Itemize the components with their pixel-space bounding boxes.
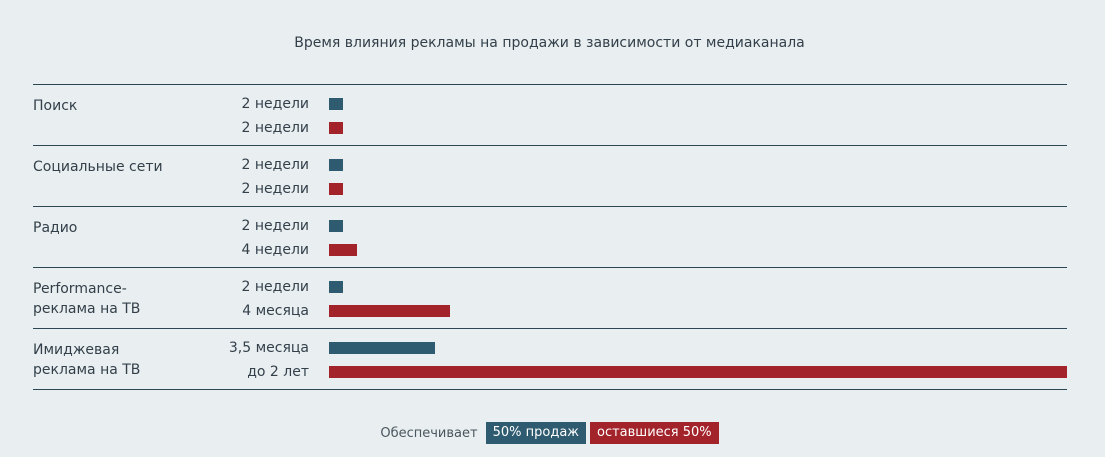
bar-row: 2 недели — [33, 155, 1067, 175]
bar — [329, 366, 1067, 378]
category-label-line: реклама на ТВ — [33, 301, 141, 317]
category-label: Радио — [33, 218, 213, 238]
category-label: Имиджевая реклама на ТВ — [33, 340, 213, 380]
category-group: Performance-реклама на ТВ 2 недели 4 месяц… — [33, 268, 1067, 328]
category-label: Социальные сети — [33, 157, 213, 177]
category-label: Поиск — [33, 96, 213, 116]
divider — [33, 267, 1067, 268]
category-label-line: Имиджевая — [33, 342, 120, 358]
legend: Обеспечивает 50% продаж оставшиеся 50% — [0, 422, 1099, 444]
bar — [329, 183, 343, 195]
divider — [33, 206, 1067, 207]
data-label: до 2 лет — [247, 364, 309, 380]
bar-row: до 2 лет — [33, 362, 1067, 382]
data-label: 2 недели — [241, 157, 309, 173]
bar — [329, 98, 343, 110]
bar — [329, 122, 343, 134]
category-group: Социальные сети 2 недели 2 недели — [33, 146, 1067, 206]
bar — [329, 305, 450, 317]
category-label-line: Радио — [33, 220, 78, 236]
data-label: 2 недели — [241, 218, 309, 234]
category-group: Радио 2 недели 4 недели — [33, 207, 1067, 267]
bar-row: 2 недели — [33, 277, 1067, 297]
data-label: 2 недели — [241, 120, 309, 136]
bar-row: 2 недели — [33, 216, 1067, 236]
bar — [329, 281, 343, 293]
bar-row: 4 недели — [33, 240, 1067, 260]
category-label-line: Социальные сети — [33, 159, 163, 175]
category-label-line: реклама на ТВ — [33, 362, 141, 378]
data-label: 4 месяца — [242, 303, 309, 319]
bar — [329, 159, 343, 171]
legend-item-remaining-half: оставшиеся 50% — [590, 422, 719, 444]
bar-row: 2 недели — [33, 179, 1067, 199]
divider — [33, 389, 1067, 390]
bar-row: 2 недели — [33, 94, 1067, 114]
chart-title: Время влияния рекламы на продажи в завис… — [294, 35, 805, 51]
legend-lead-text: Обеспечивает — [380, 425, 478, 441]
category-group: Поиск 2 недели 2 недели — [33, 85, 1067, 145]
category-label-line: Performance- — [33, 281, 127, 297]
divider — [33, 328, 1067, 329]
bar — [329, 220, 343, 232]
bar-row: 3,5 месяца — [33, 338, 1067, 358]
legend-item-first-half: 50% продаж — [485, 422, 586, 444]
category-label: Performance-реклама на ТВ — [33, 279, 213, 319]
data-label: 2 недели — [241, 181, 309, 197]
data-label: 4 недели — [241, 242, 309, 258]
data-label: 3,5 месяца — [228, 340, 309, 356]
bar-row: 4 месяца — [33, 301, 1067, 321]
divider — [33, 145, 1067, 146]
category-group: Имиджевая реклама на ТВ 3,5 месяца до 2 лет — [33, 329, 1067, 389]
bar — [329, 342, 435, 354]
category-label-line: Поиск — [33, 98, 78, 114]
data-label: 2 недели — [241, 279, 309, 295]
bar-row: 2 недели — [33, 118, 1067, 138]
data-label: 2 недели — [241, 96, 309, 112]
bar — [329, 244, 357, 256]
divider-top — [33, 84, 1067, 85]
bar-chart: Поиск 2 недели 2 недели Социальные сети 2 не… — [33, 84, 1067, 390]
